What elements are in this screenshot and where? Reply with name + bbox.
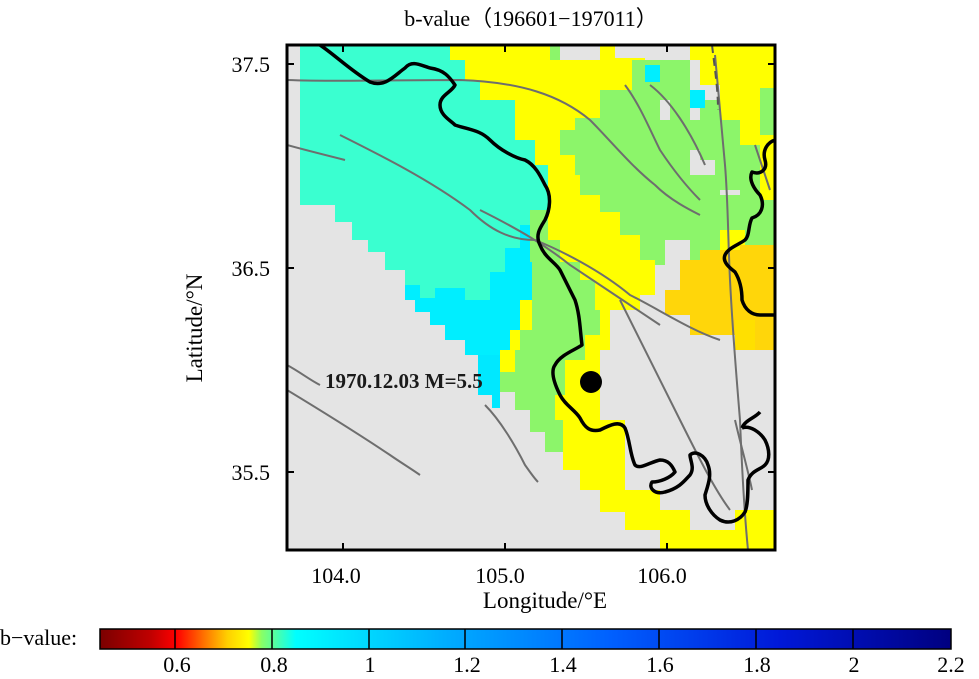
colorbar-tick-label: 0.8 <box>260 652 288 677</box>
colorbar-tick-label: 1.4 <box>549 652 577 677</box>
colorbar-tick-label: 2 <box>849 652 860 677</box>
colorbar-label: b−value: <box>0 625 77 650</box>
b-value-grid <box>287 45 775 550</box>
fault-lines <box>287 54 771 550</box>
map-title: b-value（196601−197011） <box>404 6 658 31</box>
colorbar-tick-label: 1.6 <box>646 652 674 677</box>
dashed-boundary <box>711 45 719 111</box>
province-boundary <box>319 45 775 524</box>
colorbar-tick-label: 1 <box>365 652 376 677</box>
green-zone-east <box>700 100 775 200</box>
x-tick-label: 104.0 <box>311 563 361 588</box>
x-tick-label: 106.0 <box>637 563 687 588</box>
earthquake-epicenter-marker <box>580 371 602 393</box>
x-tick-label: 105.0 <box>475 563 525 588</box>
colorbar: b−value: 0.6 0.8 1 1.2 1.4 1.6 1.8 2 2.2 <box>0 625 965 677</box>
y-tick-label: 37.5 <box>232 52 271 77</box>
x-axis-label: Longitude/°E <box>483 588 607 613</box>
event-label: 1970.12.03 M=5.5 <box>325 369 483 393</box>
y-tick-label: 36.5 <box>232 256 271 281</box>
colorbar-tick-label: 0.6 <box>163 652 191 677</box>
colorbar-tick-label: 1.2 <box>453 652 481 677</box>
y-tick-label: 35.5 <box>232 460 271 485</box>
colorbar-ticks <box>174 629 854 649</box>
colorbar-tick-label: 1.8 <box>743 652 771 677</box>
colorbar-gradient <box>99 628 952 650</box>
map-frame <box>285 43 777 552</box>
orange-zone <box>665 245 775 350</box>
colorbar-tick-label: 2.2 <box>937 652 965 677</box>
y-axis-label: Latitude/°N <box>182 273 207 382</box>
axis-ticks <box>287 45 775 550</box>
